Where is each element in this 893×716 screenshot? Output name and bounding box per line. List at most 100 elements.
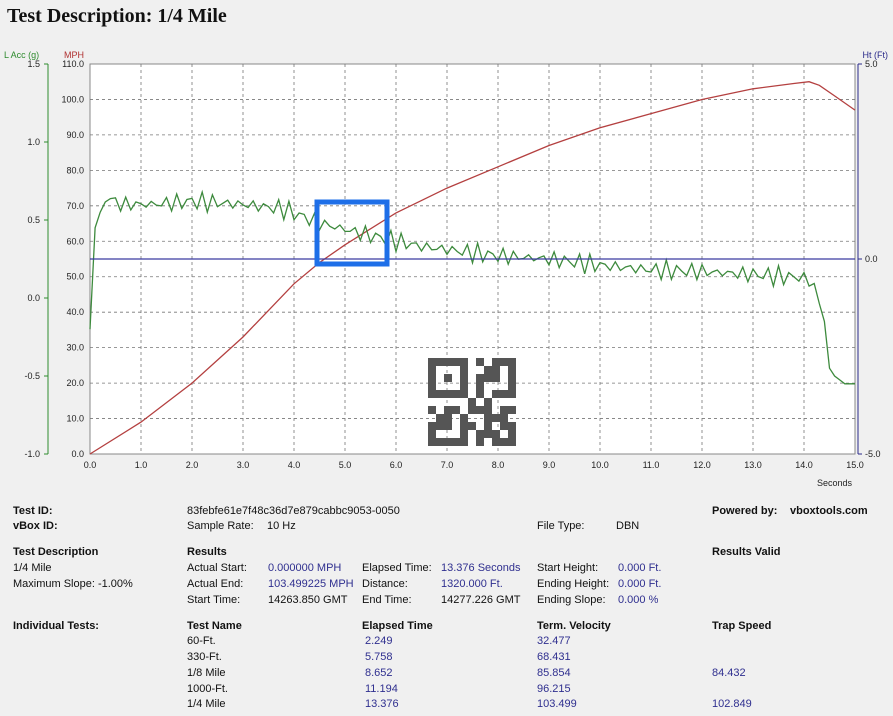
- file-type-label: File Type:: [537, 520, 585, 532]
- col-trap-speed: Trap Speed: [712, 620, 772, 632]
- elapsed-cell: 8.652: [365, 667, 393, 679]
- x-tick-label: 14.0: [795, 460, 813, 470]
- elapsed-time-value: 13.376 Seconds: [441, 562, 521, 574]
- x-tick-label: 8.0: [492, 460, 505, 470]
- velocity-cell: 68.431: [537, 651, 571, 663]
- lacc-tick-label: 1.0: [27, 137, 40, 147]
- elapsed-cell: 5.758: [365, 651, 393, 663]
- test-id-value: 83febfe61e7f48c36d7e879cabbc9053-0050: [187, 505, 400, 517]
- lacc-tick-label: 0.5: [27, 215, 40, 225]
- file-type-value: DBN: [616, 520, 640, 532]
- velocity-cell: 85.854: [537, 667, 571, 679]
- performance-chart: 0.0 1.0 2.0 3.0 4.0 5.0 6.0 7.0 8.0 9.0 10.0 11.0 12…: [4, 50, 888, 488]
- x-tick-label: 13.0: [744, 460, 762, 470]
- ht-tick-label: 5.0: [865, 59, 878, 69]
- test-name-cell: 1/4 Mile: [187, 698, 226, 710]
- ending-height-value: 0.000 Ft.: [618, 578, 662, 590]
- x-tick-label: 4.0: [288, 460, 301, 470]
- sample-rate-label: Sample Rate:: [187, 520, 254, 532]
- ht-tick-label: 0.0: [865, 254, 878, 264]
- lacc-tick-label: -0.5: [24, 371, 40, 381]
- elapsed-cell: 13.376: [365, 698, 399, 710]
- results-valid: Results Valid: [712, 546, 781, 558]
- x-tick-label: 12.0: [693, 460, 711, 470]
- x-tick-label: 10.0: [591, 460, 609, 470]
- chart-axes: 0.0 1.0 2.0 3.0 4.0 5.0 6.0 7.0 8.0 9.0 10.0 11.0 12…: [4, 50, 888, 470]
- velocity-cell: 32.477: [537, 635, 571, 647]
- ending-slope-label: Ending Slope:: [537, 594, 606, 606]
- x-tick-label: 11.0: [643, 460, 660, 470]
- max-slope: Maximum Slope: -1.00%: [13, 578, 133, 590]
- elapsed-cell: 2.249: [365, 635, 393, 647]
- mph-axis-label: MPH: [64, 50, 84, 60]
- x-tick-label: 9.0: [543, 460, 556, 470]
- mph-tick-label: 10.0: [66, 414, 84, 424]
- x-tick-label: 3.0: [237, 460, 250, 470]
- elapsed-cell: 11.194: [365, 683, 398, 695]
- distance-value: 1320.000 Ft.: [441, 578, 503, 590]
- powered-by-label: Powered by:: [712, 505, 778, 517]
- actual-start-value: 0.000000 MPH: [268, 562, 342, 574]
- mph-tick-label: 20.0: [66, 378, 84, 388]
- test-name-cell: 60-Ft.: [187, 635, 216, 647]
- ht-tick-label: -5.0: [865, 449, 881, 459]
- sample-rate-value: 10 Hz: [267, 520, 296, 532]
- mph-tick-label: 30.0: [66, 343, 84, 353]
- lacc-tick-label: 0.0: [27, 293, 40, 303]
- test-name-cell: 1000-Ft.: [187, 683, 228, 695]
- start-time-label: Start Time:: [187, 594, 241, 606]
- mph-tick-label: 80.0: [66, 165, 84, 175]
- ht-axis-label: Ht (Ft): [863, 50, 889, 60]
- mph-tick-label: 50.0: [66, 272, 84, 282]
- x-tick-label: 6.0: [390, 460, 403, 470]
- elapsed-time-label: Elapsed Time:: [362, 562, 432, 574]
- mph-series-line: [89, 81, 856, 455]
- ending-slope-value: 0.000 %: [618, 594, 659, 606]
- test-description-label: Test Description: [13, 546, 99, 558]
- test-id-label: Test ID:: [13, 505, 53, 517]
- start-height-label: Start Height:: [537, 562, 599, 574]
- x-tick-label: 5.0: [339, 460, 352, 470]
- start-height-value: 0.000 Ft.: [618, 562, 662, 574]
- vbox-id-label: vBox ID:: [13, 520, 58, 532]
- lacc-tick-label: -1.0: [24, 449, 40, 459]
- test-description-value: 1/4 Mile: [13, 562, 52, 574]
- distance-label: Distance:: [362, 578, 408, 590]
- ending-height-label: Ending Height:: [537, 578, 610, 590]
- col-elapsed-time: Elapsed Time: [362, 620, 433, 632]
- start-time-value: 14263.850 GMT: [268, 594, 348, 606]
- lacc-axis-label: L Acc (g): [4, 50, 39, 60]
- x-tick-label: 1.0: [135, 460, 148, 470]
- mph-tick-label: 40.0: [66, 307, 84, 317]
- lacc-series-line: [89, 189, 855, 385]
- col-test-name: Test Name: [187, 620, 242, 632]
- x-tick-label: 15.0: [846, 460, 864, 470]
- velocity-cell: 96.215: [537, 683, 571, 695]
- powered-by-link[interactable]: vboxtools.com: [790, 505, 868, 517]
- highlight-box[interactable]: [314, 199, 390, 267]
- trap-cell: 84.432: [712, 667, 746, 679]
- x-axis-unit: Seconds: [817, 478, 853, 488]
- x-tick-label: 7.0: [441, 460, 454, 470]
- col-term-velocity: Term. Velocity: [537, 620, 611, 632]
- mph-tick-label: 110.0: [62, 59, 84, 69]
- mph-tick-label: 90.0: [66, 130, 84, 140]
- page-title: Test Description: 1/4 Mile: [7, 5, 227, 27]
- mph-tick-label: 60.0: [66, 236, 84, 246]
- actual-start-label: Actual Start:: [187, 562, 247, 574]
- mph-tick-label: 100.0: [61, 94, 84, 104]
- mph-tick-label: 0.0: [71, 449, 84, 459]
- mph-tick-label: 70.0: [66, 201, 84, 211]
- x-tick-label: 2.0: [186, 460, 199, 470]
- lacc-tick-label: 1.5: [27, 59, 40, 69]
- qr-code-icon: [428, 358, 516, 446]
- end-time-label: End Time:: [362, 594, 412, 606]
- x-tick-label: 0.0: [84, 460, 97, 470]
- test-name-cell: 1/8 Mile: [187, 667, 226, 679]
- velocity-cell: 103.499: [537, 698, 577, 710]
- test-name-cell: 330-Ft.: [187, 651, 222, 663]
- trap-cell: 102.849: [712, 698, 752, 710]
- actual-end-value: 103.499225 MPH: [268, 578, 354, 590]
- individual-tests-label: Individual Tests:: [13, 620, 99, 632]
- chart-series: [89, 81, 856, 455]
